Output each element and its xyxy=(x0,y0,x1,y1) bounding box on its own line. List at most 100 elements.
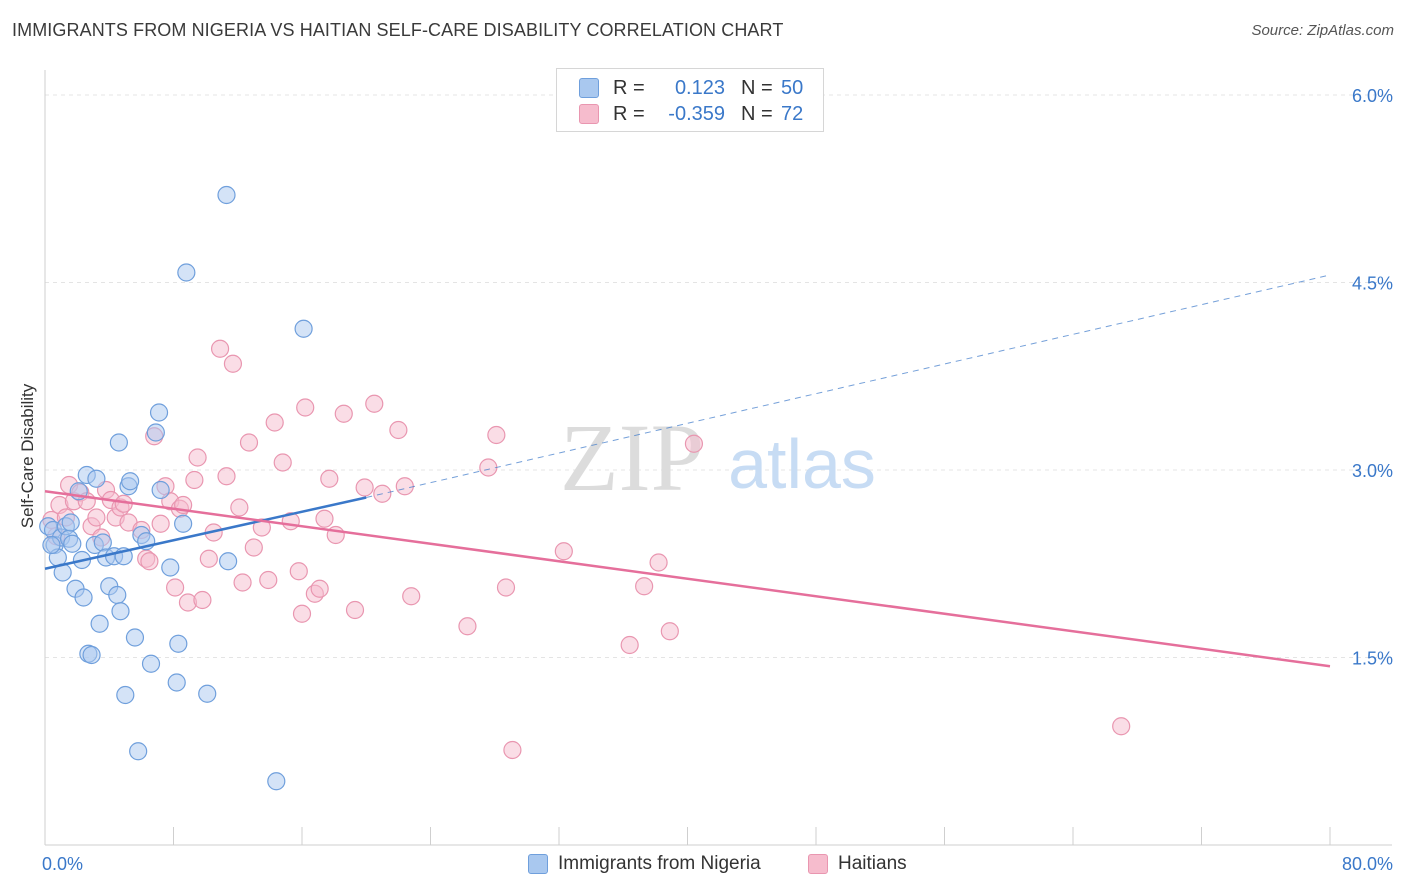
stats-row-haitians: R = -0.359 N = 72 xyxy=(579,102,803,126)
grid-layer xyxy=(45,94,1392,658)
data-point xyxy=(1112,717,1131,736)
data-point xyxy=(267,772,286,791)
watermark-zip: ZIP xyxy=(560,404,704,511)
data-point xyxy=(458,617,477,636)
data-point xyxy=(294,319,313,338)
n-label: N = xyxy=(741,102,773,125)
data-point xyxy=(151,514,170,533)
nigeria-points xyxy=(39,185,313,791)
data-point xyxy=(129,742,148,761)
r-value: 0.123 xyxy=(674,76,725,99)
legend-item-haitians[interactable]: Haitians xyxy=(808,852,907,876)
data-point xyxy=(174,514,193,533)
data-point xyxy=(116,685,135,705)
data-point xyxy=(554,542,573,561)
axis-layer xyxy=(44,70,1392,846)
data-point xyxy=(140,552,159,571)
r-label: R = xyxy=(613,76,645,99)
data-point xyxy=(141,654,161,673)
data-point xyxy=(198,684,217,703)
data-point xyxy=(74,588,93,607)
source-label: Source: ZipAtlas.com xyxy=(1251,22,1394,39)
data-point xyxy=(82,645,101,665)
x-tick-label: 0.0% xyxy=(42,854,83,874)
n-value: 72 xyxy=(781,102,804,125)
data-point xyxy=(296,398,315,417)
haitians-trend-line xyxy=(44,490,1331,668)
data-point xyxy=(166,578,185,597)
data-point xyxy=(345,600,365,620)
data-point xyxy=(210,339,230,358)
data-point xyxy=(217,467,236,486)
data-point xyxy=(217,185,236,205)
data-point xyxy=(252,518,271,537)
data-point xyxy=(146,423,165,442)
data-point xyxy=(167,673,186,692)
data-point xyxy=(108,585,127,605)
haitians-swatch xyxy=(579,104,599,124)
y-tick-label: 4.5% xyxy=(1352,274,1393,294)
data-point xyxy=(42,535,61,555)
data-point xyxy=(239,433,259,452)
data-point xyxy=(87,508,106,527)
data-point xyxy=(149,403,169,422)
data-point xyxy=(684,434,704,453)
data-point xyxy=(121,472,140,491)
data-point xyxy=(265,413,284,432)
data-point xyxy=(365,394,384,413)
data-point xyxy=(244,538,263,557)
watermark-atlas: atlas xyxy=(728,425,876,503)
data-point xyxy=(151,480,170,500)
y-tick-label: 1.5% xyxy=(1352,649,1393,669)
data-point xyxy=(93,533,112,552)
data-point xyxy=(479,458,498,477)
data-point xyxy=(111,602,130,621)
data-point xyxy=(90,614,109,633)
x-tick-label: 80.0% xyxy=(1342,854,1393,874)
data-point xyxy=(289,562,308,581)
data-point xyxy=(334,404,353,423)
data-point xyxy=(169,634,188,653)
data-point xyxy=(125,628,145,647)
data-point xyxy=(635,577,654,596)
data-point xyxy=(87,469,106,488)
stats-legend: R = 0.123 N = 50 R = -0.359 N = 72 xyxy=(556,68,824,132)
legend-item-nigeria[interactable]: Immigrants from Nigeria xyxy=(528,852,761,876)
n-value: 50 xyxy=(781,76,804,99)
data-point xyxy=(310,579,329,598)
tick-labels: 1.5% 3.0% 4.5% 6.0% 0.0% 80.0% xyxy=(42,86,1393,874)
data-point xyxy=(230,498,249,517)
nigeria-swatch xyxy=(579,78,599,98)
data-point xyxy=(649,553,668,572)
nigeria-legend-label: Immigrants from Nigeria xyxy=(558,853,761,874)
y-axis-title: Self-Care Disability xyxy=(18,383,37,529)
data-point xyxy=(402,587,421,606)
r-label: R = xyxy=(613,102,645,125)
data-point xyxy=(496,578,516,597)
data-point xyxy=(259,570,278,590)
haitians-legend-label: Haitians xyxy=(838,853,907,874)
nigeria-trend-line xyxy=(44,496,367,570)
data-point xyxy=(223,354,243,373)
stats-row-nigeria: R = 0.123 N = 50 xyxy=(579,76,803,100)
data-point xyxy=(620,635,639,655)
y-tick-label: 3.0% xyxy=(1352,461,1393,481)
data-point xyxy=(185,470,204,490)
data-point xyxy=(199,549,218,568)
data-point xyxy=(193,590,212,610)
data-point xyxy=(63,534,82,553)
data-point xyxy=(161,558,180,577)
data-point xyxy=(355,478,374,497)
nigeria-legend-swatch xyxy=(528,854,548,874)
data-point xyxy=(292,604,312,623)
haitians-legend-swatch xyxy=(808,854,828,874)
r-value: -0.359 xyxy=(668,102,725,125)
data-point xyxy=(177,263,196,282)
data-point xyxy=(273,453,292,472)
data-point xyxy=(188,448,207,467)
data-point xyxy=(219,552,238,571)
n-label: N = xyxy=(741,76,773,99)
data-point xyxy=(395,477,414,496)
data-point xyxy=(233,573,252,592)
